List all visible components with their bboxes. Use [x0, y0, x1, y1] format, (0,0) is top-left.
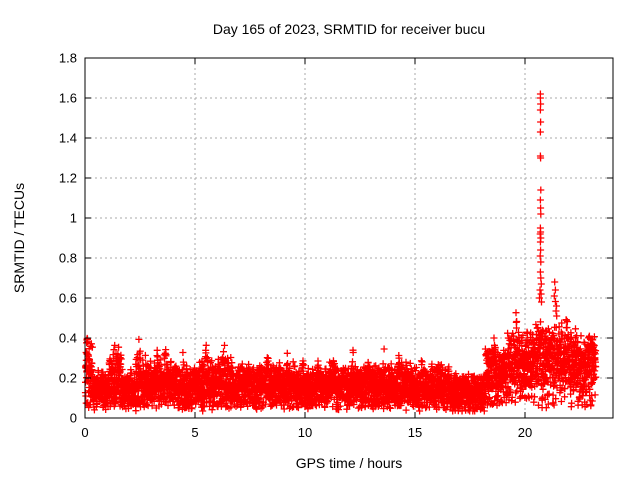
scatter-points: [81, 90, 600, 415]
x-axis-label: GPS time / hours: [295, 455, 403, 471]
x-tick-label: 15: [408, 425, 422, 440]
y-tick-label: 1.6: [59, 91, 77, 106]
x-tick-label: 0: [81, 425, 88, 440]
y-tick-label: 1.4: [59, 131, 77, 146]
y-tick-label: 0: [70, 411, 77, 426]
chart-title: Day 165 of 2023, SRMTID for receiver buc…: [212, 21, 486, 37]
y-tick-label: 1.2: [59, 171, 77, 186]
x-tick-label: 10: [298, 425, 312, 440]
y-tick-label: 0.6: [59, 291, 77, 306]
x-tick-label: 5: [191, 425, 198, 440]
y-tick-label: 0.2: [59, 371, 77, 386]
y-tick-label: 0.4: [59, 331, 77, 346]
axis-border: [84, 57, 614, 419]
y-tick-label: 1.8: [59, 51, 77, 66]
y-tick-label: 1: [70, 211, 77, 226]
y-tick-label: 0.8: [59, 251, 77, 266]
x-tick-label: 20: [518, 425, 532, 440]
